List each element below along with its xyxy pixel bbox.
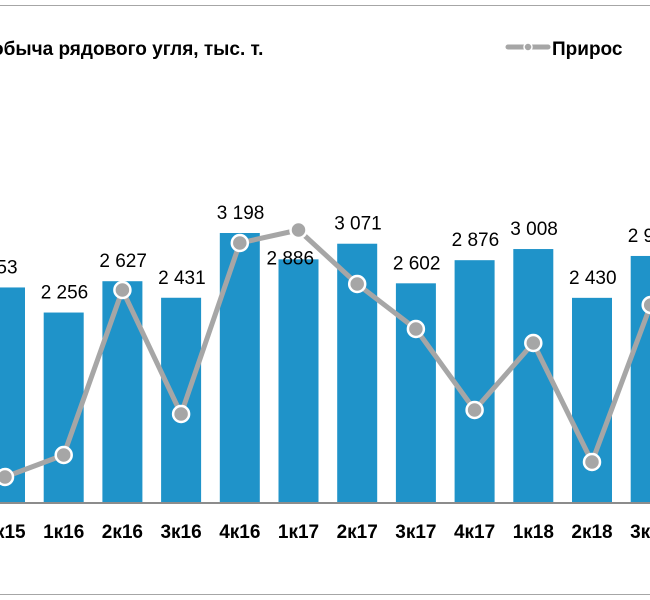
x-tick-1к18: 1к18 — [513, 522, 554, 543]
data-label-4к16: 3 198 — [217, 203, 265, 224]
chart-frame-top — [0, 5, 650, 6]
growth-point-3к18 — [641, 295, 650, 315]
bar-3к16 — [161, 297, 202, 503]
bar-1к18 — [513, 249, 554, 503]
legend-line-entry: Прирос — [505, 39, 623, 60]
growth-point-2к18 — [582, 452, 602, 472]
bar-4к15 — [0, 287, 25, 503]
growth-point-1к17 — [289, 220, 308, 240]
growth-point-1к18 — [524, 333, 543, 353]
data-label-1к18: 3 008 — [510, 219, 558, 240]
x-tick-3к18: 3к18 — [630, 522, 650, 543]
growth-point-4к16 — [230, 233, 250, 253]
data-label-2к17: 3 071 — [334, 214, 382, 235]
growth-point-2к16 — [113, 280, 132, 300]
bar-1к16 — [43, 312, 84, 503]
x-tick-2к16: 2к16 — [102, 522, 143, 543]
x-tick-3к16: 3к16 — [160, 522, 201, 543]
bar-1к17 — [278, 259, 319, 503]
data-label-3к18: 2 9 — [628, 226, 650, 247]
bar-4к17 — [454, 260, 495, 503]
bar-4к16 — [219, 233, 260, 503]
growth-line — [4, 227, 650, 480]
legend-line-label: Прирос — [552, 39, 623, 60]
growth-point-4к15 — [0, 467, 15, 487]
legend-bar-label: обыча рядового угля, тыс. т. — [0, 39, 263, 60]
growth-point-1к16 — [54, 445, 73, 465]
x-tick-2к17: 2к17 — [337, 522, 378, 543]
x-tick-4к15: 4к15 — [0, 522, 26, 543]
x-tick-4к17: 4к17 — [454, 522, 495, 543]
data-label-1к17: 2 886 — [267, 248, 315, 269]
data-label-4к15: 2 553 — [0, 257, 18, 278]
growth-point-4к17 — [465, 400, 484, 420]
bar-3к18 — [630, 255, 650, 503]
x-tick-2к18: 2к18 — [571, 522, 612, 543]
growth-point-3к16 — [171, 404, 191, 424]
growth-point-3к17 — [406, 319, 426, 339]
data-label-2к16: 2 627 — [99, 251, 147, 272]
data-label-4к17: 2 876 — [452, 230, 500, 251]
x-tick-1к17: 1к17 — [278, 522, 319, 543]
x-tick-4к16: 4к16 — [219, 522, 260, 543]
chart-frame-bottom — [0, 594, 650, 595]
growth-point-2к17 — [347, 274, 367, 294]
data-label-3к17: 2 602 — [393, 253, 441, 274]
bar-2к18 — [572, 297, 612, 503]
data-label-3к16: 2 431 — [158, 268, 206, 289]
data-label-1к16: 2 256 — [41, 283, 89, 304]
data-label-2к18: 2 430 — [569, 268, 617, 289]
x-tick-3к17: 3к17 — [395, 522, 436, 543]
x-tick-1к16: 1к16 — [43, 522, 84, 543]
legend-line-marker — [523, 42, 533, 52]
